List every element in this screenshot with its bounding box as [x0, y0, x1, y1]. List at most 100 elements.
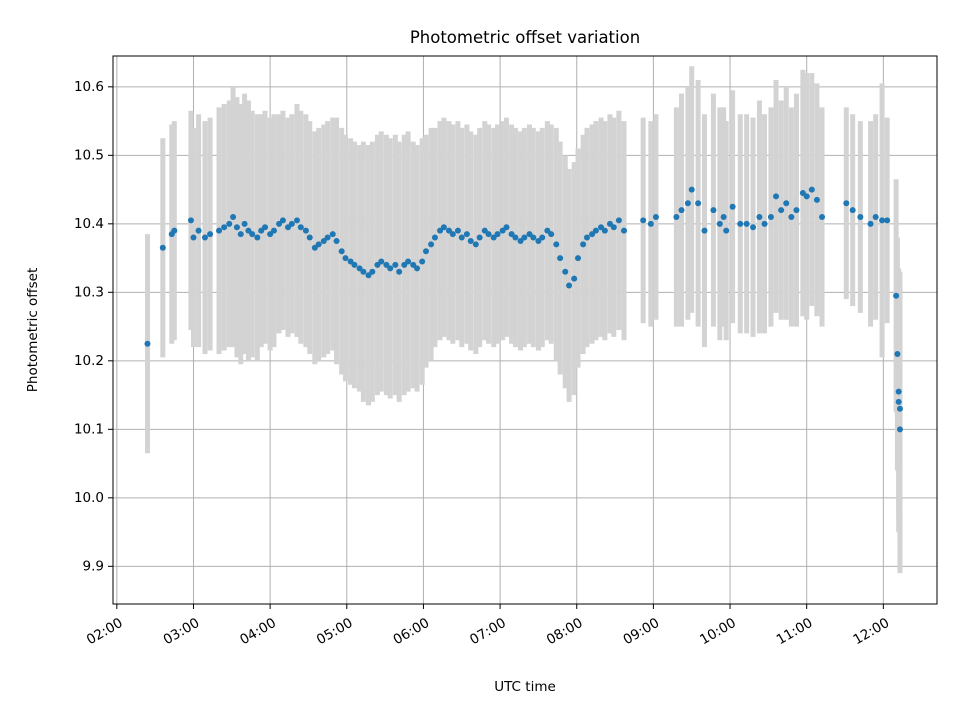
data-point — [743, 220, 750, 227]
data-point — [575, 255, 582, 262]
data-point — [410, 261, 417, 268]
data-point — [601, 227, 608, 234]
data-point — [267, 231, 274, 238]
x-tick-label: 12:00 — [850, 615, 892, 648]
data-point — [544, 227, 551, 234]
data-point — [387, 265, 394, 272]
data-point — [773, 193, 780, 200]
data-point — [476, 234, 483, 241]
data-point — [589, 231, 596, 238]
data-point — [485, 231, 492, 238]
x-tick-label: 06:00 — [391, 615, 433, 648]
data-point — [383, 261, 390, 268]
data-point — [414, 265, 421, 272]
data-point — [606, 220, 613, 227]
data-point — [761, 220, 768, 227]
x-tick-label: 11:00 — [774, 615, 816, 648]
data-point — [405, 258, 412, 265]
data-point — [571, 275, 578, 282]
data-point — [723, 227, 730, 234]
data-point — [279, 217, 286, 224]
x-tick-label: 10:00 — [697, 615, 739, 648]
data-point — [195, 227, 202, 234]
data-point — [320, 237, 327, 244]
data-point — [237, 231, 244, 238]
data-point — [249, 231, 256, 238]
data-point — [895, 388, 902, 395]
data-point — [526, 231, 533, 238]
data-point — [896, 405, 903, 412]
data-point — [187, 217, 194, 224]
y-tick-label: 10.4 — [74, 216, 104, 232]
data-point — [750, 224, 757, 231]
data-point — [548, 231, 555, 238]
data-point — [849, 207, 856, 214]
data-point — [896, 426, 903, 433]
data-point — [226, 220, 233, 227]
data-point — [297, 224, 304, 231]
data-point — [615, 217, 622, 224]
data-point — [521, 234, 528, 241]
x-tick-label: 03:00 — [161, 615, 203, 648]
data-point — [673, 213, 680, 220]
y-tick-label: 10.2 — [74, 353, 104, 369]
data-point — [566, 282, 573, 289]
data-point — [803, 193, 810, 200]
x-tick-label: 09:00 — [620, 615, 662, 648]
data-point — [481, 227, 488, 234]
data-point — [401, 261, 408, 268]
error-bars — [144, 66, 903, 574]
x-tick-label: 04:00 — [237, 615, 279, 648]
data-point — [333, 237, 340, 244]
data-point — [494, 231, 501, 238]
data-point — [270, 227, 277, 234]
data-point — [872, 213, 879, 220]
data-point — [729, 203, 736, 210]
data-point — [233, 224, 240, 231]
data-point — [688, 186, 695, 193]
data-point — [756, 213, 763, 220]
x-tick-label: 02:00 — [84, 615, 126, 648]
data-point — [254, 234, 261, 241]
data-point — [895, 398, 902, 405]
data-point — [720, 213, 727, 220]
data-point — [695, 200, 702, 207]
data-point — [678, 207, 685, 214]
data-point — [428, 241, 435, 248]
data-point — [144, 340, 151, 347]
data-point — [365, 272, 372, 279]
data-point — [445, 227, 452, 234]
data-point — [535, 237, 542, 244]
data-point — [449, 231, 456, 238]
data-point — [262, 224, 269, 231]
data-point — [503, 224, 510, 231]
data-point — [258, 227, 265, 234]
data-point — [808, 186, 815, 193]
data-point — [583, 234, 590, 241]
data-point — [171, 227, 178, 234]
data-point — [216, 227, 223, 234]
data-point — [276, 220, 283, 227]
data-point — [652, 213, 659, 220]
data-point — [463, 231, 470, 238]
data-point — [431, 234, 438, 241]
data-point — [437, 227, 444, 234]
data-point — [783, 200, 790, 207]
data-point — [499, 227, 506, 234]
y-axis-label: Photometric offset — [25, 268, 41, 392]
x-tick-label: 07:00 — [467, 615, 509, 648]
y-tick-label: 10.5 — [74, 147, 104, 163]
chart-title: Photometric offset variation — [410, 28, 640, 47]
data-point — [378, 258, 385, 265]
data-point — [710, 207, 717, 214]
data-point — [893, 292, 900, 299]
data-point — [640, 217, 647, 224]
data-point — [539, 234, 546, 241]
data-point — [241, 220, 248, 227]
data-point — [843, 200, 850, 207]
data-point — [788, 213, 795, 220]
data-point — [737, 220, 744, 227]
data-point — [360, 268, 367, 275]
data-point — [490, 234, 497, 241]
data-point — [701, 227, 708, 234]
